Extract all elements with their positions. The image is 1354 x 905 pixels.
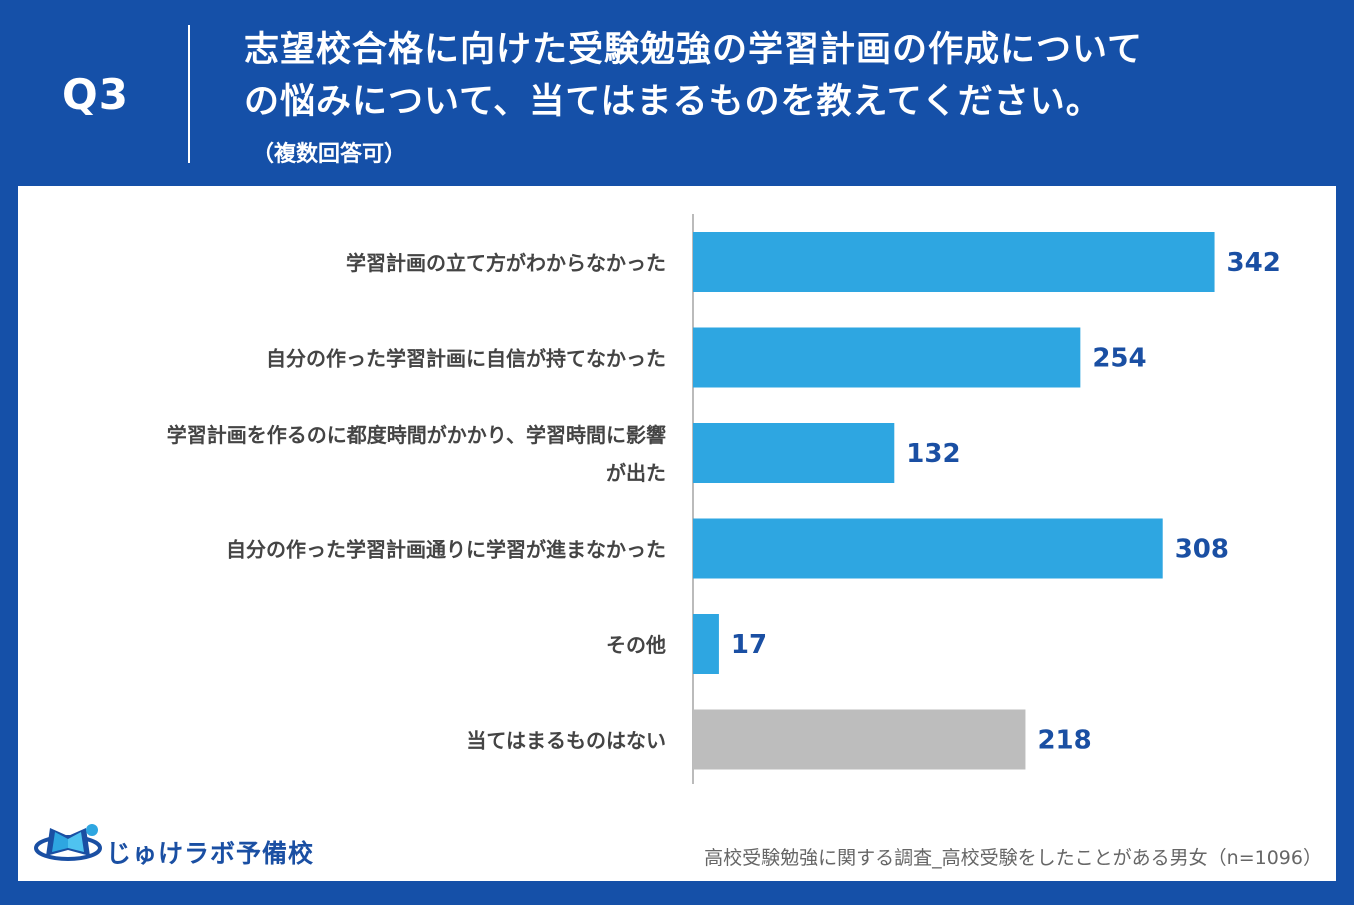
bar-6 (693, 709, 1026, 770)
bar-5 (693, 614, 719, 674)
bar-value-label-5: 17 (731, 630, 767, 660)
category-label-4: 自分の作った学習計画通りに学習が進まなかった (226, 538, 666, 562)
bar-value-label-2: 254 (1092, 344, 1146, 374)
bar-4 (693, 518, 1163, 579)
question-title-line-1: 志望校合格に向けた受験勉強の学習計画の作成について (244, 30, 1143, 70)
header: Q3 志望校合格に向けた受験勉強の学習計画の作成について の悩みについて、当ては… (0, 0, 1354, 185)
source-note: 高校受験勉強に関する調査_高校受験をしたことがある男女（n=1096） (704, 847, 1322, 869)
bar-1 (693, 232, 1215, 292)
bar-value-label-4: 308 (1175, 535, 1229, 565)
category-label-5: その他 (606, 633, 666, 657)
bar-2 (693, 327, 1081, 388)
header-divider (188, 25, 190, 163)
category-label-3-line-2: が出た (606, 461, 666, 485)
category-label-1: 学習計画の立て方がわからなかった (346, 251, 666, 275)
logo-text: じゅけラボ予備校 (106, 839, 315, 868)
category-label-2: 自分の作った学習計画に自信が持てなかった (266, 347, 666, 371)
logo-icon (34, 824, 102, 861)
bar-value-label-1: 342 (1227, 248, 1281, 278)
category-label-3-line-1: 学習計画を作るのに都度時間がかかり、学習時間に影響 (167, 423, 666, 447)
bar-value-label-6: 218 (1037, 726, 1091, 756)
question-title: 志望校合格に向けた受験勉強の学習計画の作成について の悩みについて、当てはまるも… (244, 24, 1324, 128)
question-note: （複数回答可） (252, 142, 407, 167)
bar-chart: 342 学習計画の立て方がわからなかった 254 自分の作った学習計画に自信が持てなか… (167, 214, 1281, 784)
question-number: Q3 (62, 70, 129, 119)
chart-panel: 342 学習計画の立て方がわからなかった 254 自分の作った学習計画に自信が持てなか… (18, 186, 1336, 881)
bar-value-label-3: 132 (906, 439, 960, 469)
category-label-6: 当てはまるものはない (466, 729, 666, 753)
question-title-line-2: の悩みについて、当てはまるものを教えてください。 (244, 82, 1102, 122)
bar-3 (693, 423, 895, 483)
